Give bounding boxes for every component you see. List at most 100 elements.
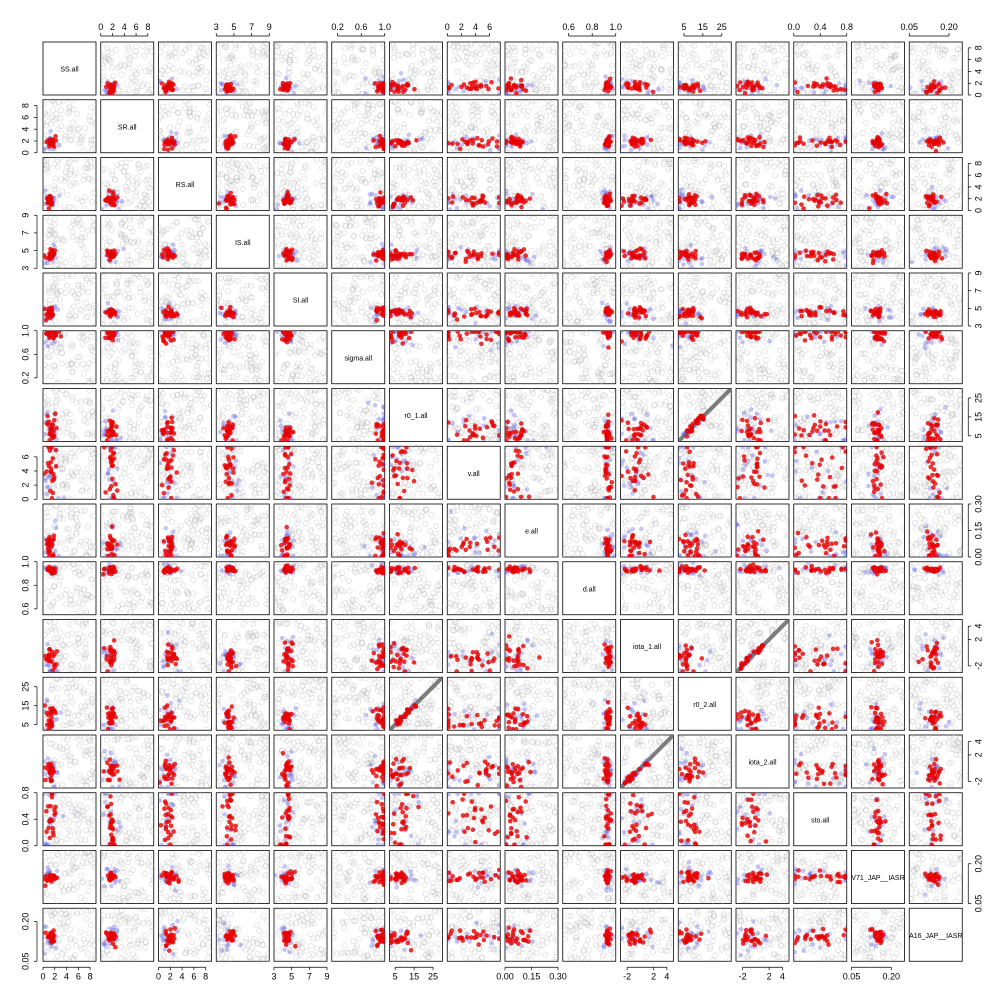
- posterior-a-point: [738, 146, 743, 151]
- posterior-b-point: [925, 201, 930, 206]
- panel-0-6: [387, 40, 445, 96]
- panel-2-3: [214, 156, 271, 211]
- posterior-b-point: [735, 137, 740, 142]
- posterior-a-point: [882, 147, 887, 152]
- posterior-a-point: [174, 131, 179, 136]
- posterior-a-point: [401, 77, 406, 82]
- posterior-b-point: [495, 144, 500, 149]
- posterior-a-point: [807, 193, 812, 198]
- posterior-b-point: [747, 193, 752, 198]
- posterior-b-point: [399, 139, 404, 144]
- posterior-b-point: [796, 141, 801, 146]
- posterior-b-point: [380, 89, 385, 94]
- posterior-b-point: [47, 206, 52, 211]
- panel-2-14: [849, 156, 906, 213]
- posterior-b-point: [401, 90, 406, 95]
- posterior-b-point: [754, 83, 759, 88]
- posterior-b-point: [831, 195, 836, 200]
- panel-1-7: [445, 97, 502, 155]
- posterior-b-point: [606, 79, 611, 84]
- panel-0-10: [619, 42, 676, 98]
- posterior-b-point: [807, 197, 812, 202]
- posterior-b-point: [806, 84, 811, 89]
- posterior-b-point: [446, 141, 451, 146]
- posterior-a-point: [946, 146, 951, 151]
- posterior-b-point: [677, 85, 682, 90]
- posterior-b-point: [160, 81, 165, 86]
- posterior-b-point: [381, 81, 386, 86]
- posterior-a-point: [679, 188, 684, 193]
- panel-2-6: [388, 156, 445, 213]
- posterior-b-point: [377, 204, 382, 209]
- posterior-a-point: [655, 201, 660, 206]
- posterior-a-point: [603, 74, 608, 79]
- posterior-b-point: [694, 194, 699, 199]
- posterior-b-point: [378, 190, 383, 195]
- posterior-b-point: [226, 146, 231, 151]
- posterior-b-point: [450, 200, 455, 205]
- posterior-b-point: [450, 141, 455, 146]
- posterior-a-point: [646, 207, 651, 212]
- posterior-b-point: [622, 199, 627, 204]
- posterior-a-point: [540, 207, 545, 212]
- posterior-b-point: [460, 137, 465, 142]
- posterior-b-point: [799, 202, 804, 207]
- posterior-b-point: [843, 139, 848, 144]
- posterior-b-point: [412, 87, 417, 92]
- posterior-b-point: [703, 139, 708, 144]
- panel-2-8: [504, 155, 560, 213]
- posterior-b-point: [231, 141, 236, 146]
- posterior-b-point: [162, 143, 167, 148]
- posterior-a-point: [42, 148, 47, 153]
- posterior-a-point: [943, 199, 948, 204]
- posterior-b-point: [490, 136, 495, 141]
- posterior-a-point: [798, 85, 803, 90]
- panel-1-9: [561, 98, 618, 155]
- posterior-b-point: [698, 88, 703, 93]
- panel-1-13: [792, 97, 849, 154]
- posterior-a-point: [878, 189, 883, 194]
- posterior-b-point: [873, 192, 878, 197]
- posterior-b-point: [743, 91, 748, 96]
- posterior-a-point: [297, 141, 302, 146]
- posterior-b-point: [604, 84, 609, 89]
- posterior-b-point: [761, 145, 766, 150]
- panel-1-14: [849, 97, 907, 155]
- posterior-b-point: [414, 138, 419, 143]
- posterior-b-point: [228, 198, 233, 203]
- posterior-b-point: [519, 205, 524, 210]
- posterior-a-point: [446, 90, 451, 95]
- panel-0-2: [156, 40, 214, 97]
- posterior-b-point: [751, 141, 756, 146]
- panel-1-12: [735, 97, 791, 153]
- panel-2-9: [561, 156, 617, 213]
- posterior-a-point: [235, 82, 240, 87]
- variable-label: RS.all: [176, 182, 195, 189]
- posterior-b-point: [830, 145, 835, 150]
- posterior-a-point: [919, 79, 924, 84]
- posterior-b-point: [509, 88, 514, 93]
- posterior-b-point: [396, 197, 401, 202]
- posterior-a-point: [930, 185, 935, 190]
- posterior-b-point: [608, 134, 613, 139]
- panel-0-3: [215, 41, 271, 97]
- posterior-b-point: [516, 137, 521, 142]
- posterior-a-point: [289, 149, 294, 154]
- posterior-b-point: [750, 86, 755, 91]
- posterior-a-point: [497, 133, 502, 138]
- posterior-b-point: [814, 143, 819, 148]
- posterior-b-point: [606, 194, 611, 199]
- posterior-b-point: [292, 137, 297, 142]
- posterior-b-point: [625, 81, 630, 86]
- posterior-b-point: [396, 84, 401, 89]
- posterior-b-point: [170, 146, 175, 151]
- panel-0-4: [271, 40, 328, 98]
- posterior-b-point: [403, 141, 408, 146]
- posterior-a-point: [407, 133, 412, 138]
- posterior-b-point: [379, 137, 384, 142]
- posterior-a-point: [363, 76, 368, 81]
- posterior-a-point: [117, 207, 122, 212]
- panel-1-1: SR.all: [101, 100, 154, 153]
- posterior-b-point: [802, 194, 807, 199]
- panel-0-9: [562, 40, 619, 97]
